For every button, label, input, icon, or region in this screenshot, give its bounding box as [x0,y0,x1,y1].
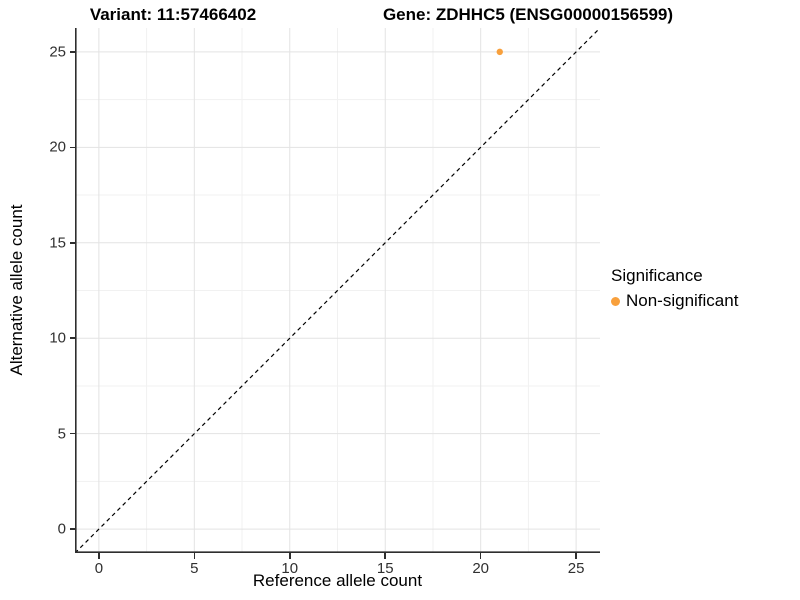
legend-title: Significance [611,266,703,285]
x-tick-label: 0 [94,560,104,577]
y-tick-label: 0 [57,520,66,538]
plot-canvas [75,28,600,553]
x-axis-title: Reference allele count [252,571,423,590]
y-tick-mark [69,51,75,53]
x-tick-mark [289,553,291,559]
x-tick-mark [384,553,386,559]
y-tick-label: 20 [49,138,66,156]
x-tick-mark [98,553,100,559]
x-tick-mark [193,553,196,559]
y-tick-mark [69,242,75,244]
legend-items: Non-significant [611,291,738,311]
legend-dot-icon [611,296,620,306]
gene-title: Gene: ZDHHC5 (ENSG00000156599) [382,5,674,24]
identity-dashed-line [75,28,600,553]
y-tick-label: 10 [49,329,66,347]
plot-panel [75,28,600,553]
x-tick-label: 5 [190,560,199,577]
legend: Significance Non-significant [611,266,738,311]
x-tick-mark [575,553,577,559]
y-tick-label: 25 [49,43,66,61]
legend-item: Non-significant [611,291,738,311]
x-tick-label: 20 [472,560,490,577]
y-axis-title: Alternative allele count [7,204,26,376]
y-tick-mark [69,146,75,149]
y-tick-label: 15 [49,234,66,252]
x-tick-label: 10 [281,560,299,577]
y-tick-mark [69,432,75,435]
y-tick-label: 5 [57,425,66,443]
data-point [496,48,503,56]
variant-title: Variant: 11:57466402 [89,5,257,24]
x-tick-label: 25 [567,560,585,577]
x-tick-mark [479,553,482,559]
y-tick-mark [69,528,75,530]
x-tick-label: 15 [376,560,394,577]
y-tick-mark [69,337,75,339]
legend-label: Non-significant [626,291,739,310]
